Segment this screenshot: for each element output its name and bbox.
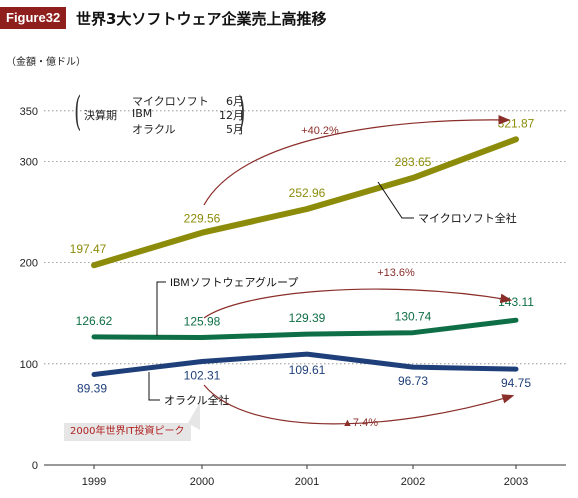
- data-label: 94.75: [501, 376, 531, 390]
- fiscal-month: 12月: [219, 109, 244, 122]
- callout-leader: [377, 181, 414, 219]
- figure-header: Figure32 世界3大ソフトウェア企業売上高推移: [0, 0, 578, 30]
- series-line: [91, 136, 519, 269]
- callout-leader: [148, 372, 160, 401]
- data-label: 102.31: [184, 368, 221, 382]
- x-tick-label: 2001: [295, 476, 319, 488]
- data-label: 252.96: [289, 186, 326, 200]
- data-label: 109.61: [289, 363, 326, 377]
- y-tick-label: 200: [20, 258, 38, 270]
- fiscal-company: オラクル: [132, 123, 176, 136]
- fiscal-label: 決算期: [84, 109, 117, 122]
- growth-label: +13.6%: [377, 267, 415, 279]
- data-label: 89.39: [77, 382, 107, 396]
- left-paren-icon: (: [74, 89, 82, 135]
- growth-label: ▲7.4%: [342, 417, 378, 429]
- data-label: 129.39: [289, 311, 326, 325]
- callout-leader: [156, 281, 166, 336]
- fiscal-month: 6月: [226, 95, 244, 108]
- peak-pointer: [188, 402, 200, 430]
- data-label: 126.62: [76, 314, 113, 328]
- series-name-label: オラクル全社: [164, 393, 230, 407]
- fiscal-company: IBM: [132, 107, 153, 120]
- fiscal-note: ( 決算期 マイクロソフト 6月 IBM 12月 オラクル 5月 ): [74, 89, 254, 137]
- figure-title: 世界3大ソフトウェア企業売上高推移: [76, 10, 327, 28]
- data-label: 96.73: [398, 374, 428, 388]
- data-label: 321.87: [498, 116, 535, 130]
- data-label: 229.56: [184, 212, 221, 226]
- series-name-label: IBMソフトウェアグループ: [170, 275, 298, 289]
- data-label: 143.11: [498, 295, 534, 309]
- y-tick-label: 300: [20, 156, 38, 168]
- growth-arrow: [203, 115, 511, 206]
- y-tick-label: 350: [20, 106, 38, 118]
- data-label: 125.98: [184, 315, 221, 329]
- x-tick-label: 1999: [82, 476, 106, 488]
- fiscal-month: 5月: [226, 123, 244, 136]
- data-label: 197.47: [70, 242, 107, 256]
- unit-label: （金額・億ドル）: [6, 57, 86, 68]
- growth-arrow: [203, 384, 515, 425]
- growth-label: +40.2%: [301, 125, 339, 137]
- figure-badge: Figure32: [0, 7, 67, 29]
- y-tick-label: 100: [20, 359, 38, 371]
- right-paren-icon: ): [238, 89, 246, 135]
- y-tick-label: 0: [32, 460, 38, 472]
- fiscal-company: マイクロソフト: [132, 95, 209, 108]
- x-tick-label: 2000: [190, 476, 214, 488]
- data-label: 283.65: [395, 155, 432, 169]
- x-tick-label: 2003: [504, 476, 528, 488]
- series-name-label: マイクロソフト全社: [418, 211, 517, 225]
- x-tick-label: 2002: [401, 476, 425, 488]
- growth-arrow: [203, 288, 513, 319]
- peak-label: 2000年世界IT投資ピーク: [64, 423, 191, 441]
- data-label: 130.74: [395, 310, 432, 324]
